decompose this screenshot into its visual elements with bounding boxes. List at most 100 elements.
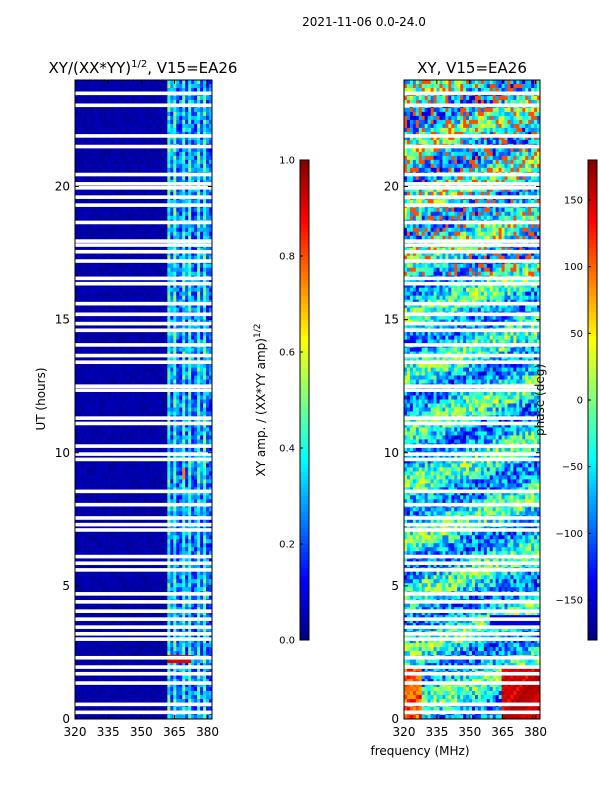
heatmap-cell [167, 267, 171, 273]
heatmap-cell [92, 435, 97, 440]
heatmap-cell [89, 251, 94, 257]
heatmap-cell [110, 155, 115, 161]
heatmap-cell [92, 511, 97, 516]
heatmap-cell [176, 111, 180, 117]
heatmap-cell [95, 227, 100, 233]
heatmap-cell [203, 491, 207, 496]
heatmap-cell [98, 391, 103, 396]
heatmap-cell [119, 87, 124, 93]
heatmap-cell [203, 139, 207, 145]
heatmap-cell [152, 263, 156, 269]
heatmap-cell [173, 283, 177, 289]
heatmap-cell [176, 235, 180, 241]
heatmap-cell [131, 83, 136, 89]
heatmap-cell [143, 87, 147, 93]
heatmap-cell [173, 395, 177, 400]
heatmap-cell [182, 335, 186, 341]
heatmap-cell [158, 471, 162, 476]
heatmap-cell [149, 463, 153, 468]
heatmap-cell [77, 483, 82, 488]
heatmap-cell [140, 307, 144, 313]
heatmap-cell [164, 295, 168, 301]
heatmap-cell [113, 511, 118, 516]
heatmap-cell [140, 283, 144, 289]
heatmap-cell [95, 499, 100, 504]
heatmap-cell [188, 339, 192, 345]
heatmap-cell [137, 255, 142, 261]
heatmap-cell [149, 471, 153, 476]
heatmap-cell [107, 211, 112, 217]
heatmap-cell [194, 211, 198, 217]
heatmap-cell [170, 139, 174, 145]
heatmap-cell [146, 87, 150, 93]
heatmap-cell [200, 335, 204, 341]
heatmap-cell [182, 263, 186, 269]
heatmap-cell [167, 507, 171, 512]
heatmap-cell [200, 231, 204, 237]
heatmap-cell [83, 191, 88, 197]
heatmap-cell [185, 363, 189, 369]
heatmap-cell [158, 80, 162, 85]
heatmap-cell [131, 231, 136, 237]
heatmap-cell [185, 403, 189, 408]
heatmap-cell [143, 139, 147, 145]
heatmap-cell [164, 303, 168, 309]
heatmap-cell [122, 251, 127, 257]
heatmap-cell [206, 399, 210, 404]
heatmap-cell [170, 191, 174, 197]
heatmap-cell [158, 495, 162, 500]
heatmap-cell [95, 475, 100, 480]
heatmap-cell [188, 291, 192, 297]
heatmap-cell [107, 491, 112, 496]
heatmap-cell [92, 207, 97, 213]
heatmap-cell [152, 395, 156, 400]
heatmap-cell [83, 439, 88, 444]
heatmap-cell [95, 511, 100, 516]
heatmap-cell [107, 459, 112, 464]
heatmap-cell [131, 491, 136, 496]
heatmap-cell [197, 339, 201, 345]
heatmap-cell [203, 283, 207, 289]
heatmap-cell [143, 159, 147, 165]
heatmap-cell [200, 251, 204, 257]
heatmap-cell [86, 283, 91, 289]
heatmap-cell [158, 435, 162, 440]
heatmap-cell [209, 83, 213, 89]
heatmap-cell [194, 339, 198, 345]
heatmap-cell [173, 459, 177, 464]
heatmap-cell [194, 411, 198, 416]
heatmap-cell [125, 119, 130, 125]
heatmap-cell [176, 267, 180, 273]
heatmap-cell [92, 235, 97, 241]
heatmap-cell [149, 215, 153, 221]
heatmap-cell [125, 123, 130, 129]
heatmap-cell [101, 191, 106, 197]
heatmap-cell [167, 227, 171, 233]
heatmap-cell [200, 211, 204, 217]
heatmap-cell [200, 99, 204, 105]
heatmap-cell [110, 431, 115, 436]
heatmap-cell [110, 375, 115, 381]
heatmap-cell [149, 283, 153, 289]
heatmap-cell [152, 227, 156, 233]
heatmap-cell [158, 447, 162, 452]
heatmap-cell [152, 135, 156, 141]
heatmap-cell [203, 423, 207, 428]
heatmap-cell [194, 80, 198, 85]
heatmap-cell [128, 111, 133, 117]
heatmap-cell [107, 423, 112, 428]
heatmap-cell [209, 191, 213, 197]
heatmap-cell [164, 155, 168, 161]
heatmap-cell [149, 115, 153, 121]
heatmap-cell [173, 151, 177, 157]
heatmap-cell [149, 159, 153, 165]
heatmap-cell [209, 111, 213, 117]
heatmap-cell [176, 207, 180, 213]
heatmap-cell [75, 235, 79, 241]
heatmap-cell [116, 379, 121, 385]
heatmap-cell [173, 315, 177, 321]
heatmap-cell [98, 235, 103, 241]
heatmap-cell [98, 127, 103, 133]
heatmap-cell [92, 363, 97, 369]
heatmap-cell [131, 147, 136, 153]
